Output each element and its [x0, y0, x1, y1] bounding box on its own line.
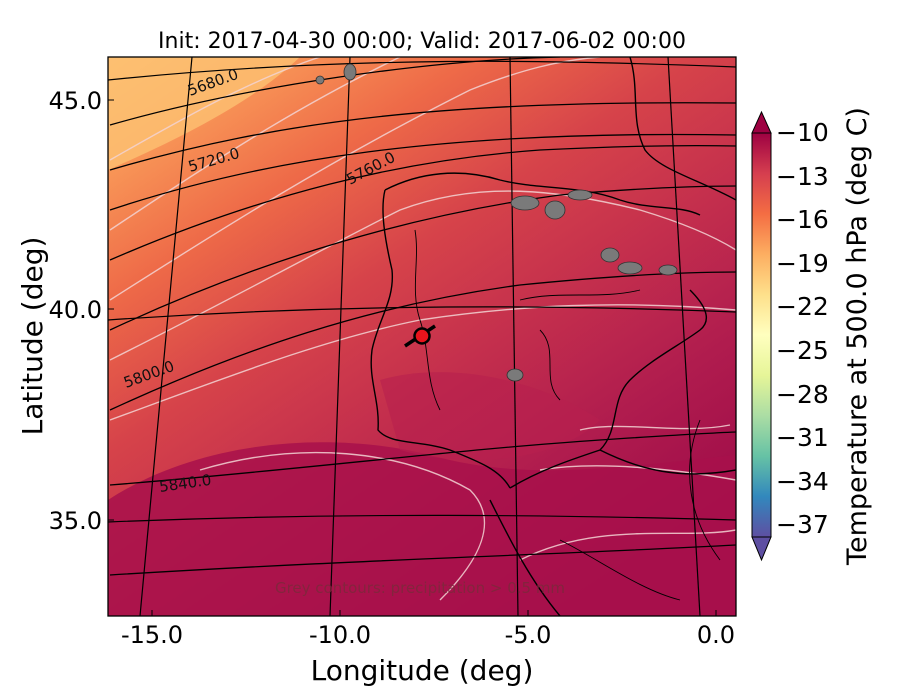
colorbar-gradient	[751, 132, 772, 538]
cb-tick-0: −10	[776, 118, 829, 147]
cb-tick-1: −13	[776, 162, 829, 191]
plot-title: Init: 2017-04-30 00:00; Valid: 2017-06-0…	[158, 29, 686, 54]
temperature-isolines	[109, 57, 736, 601]
map-frame	[107, 56, 737, 617]
colorbar: −10 −13 −16 −19 −22 −25 −28 −31 −34 −37 …	[751, 107, 873, 566]
graticule	[108, 57, 736, 616]
x-axis-label: Longitude (deg)	[311, 654, 534, 687]
location-marker	[404, 324, 436, 348]
map-plot-area: 5680.0 5720.0 5760.0 5800.0 5840.0 Grey …	[108, 57, 736, 616]
y-tick-40: 40.0	[49, 296, 102, 324]
colorbar-extend-top	[751, 110, 772, 134]
colorbar-extend-bottom	[751, 536, 772, 562]
warm-zone-center	[380, 372, 600, 460]
y-tick-35: 35.0	[49, 507, 102, 535]
cb-tick-5: −25	[776, 336, 829, 365]
cb-tick-7: −31	[776, 423, 829, 452]
x-tick-minus15: -15.0	[121, 621, 183, 649]
marker-point	[413, 327, 431, 345]
borders	[414, 229, 721, 601]
y-tick-45: 45.0	[49, 87, 102, 115]
colorbar-label: Temperature at 500.0 hPa (deg C)	[842, 107, 873, 566]
cb-tick-6: −28	[776, 380, 829, 409]
cb-tick-9: −37	[776, 510, 829, 539]
cb-tick-8: −34	[776, 467, 829, 496]
colorbar-ticks: −10 −13 −16 −19 −22 −25 −28 −31 −34 −37	[776, 118, 829, 539]
warm-zone-south	[108, 442, 736, 616]
cool-zone-northwest	[108, 57, 300, 170]
height-contours	[109, 57, 736, 576]
x-tick-minus5: -5.0	[505, 621, 552, 649]
precip-footnote: Grey contours: precipitation > 0.5 mm	[275, 579, 565, 597]
x-tick-minus10: -10.0	[309, 621, 371, 649]
x-axis: -15.0 -10.0 -5.0 0.0	[121, 610, 735, 649]
cb-tick-4: −22	[776, 292, 829, 321]
y-axis-label: Latitude (deg)	[16, 237, 49, 436]
precipitation-contours	[315, 63, 678, 382]
cb-tick-3: −19	[776, 249, 829, 278]
x-tick-0: 0.0	[697, 621, 735, 649]
y-axis: 45.0 40.0 35.0	[49, 87, 114, 535]
cb-tick-2: −16	[776, 205, 829, 234]
coastlines	[370, 57, 736, 616]
